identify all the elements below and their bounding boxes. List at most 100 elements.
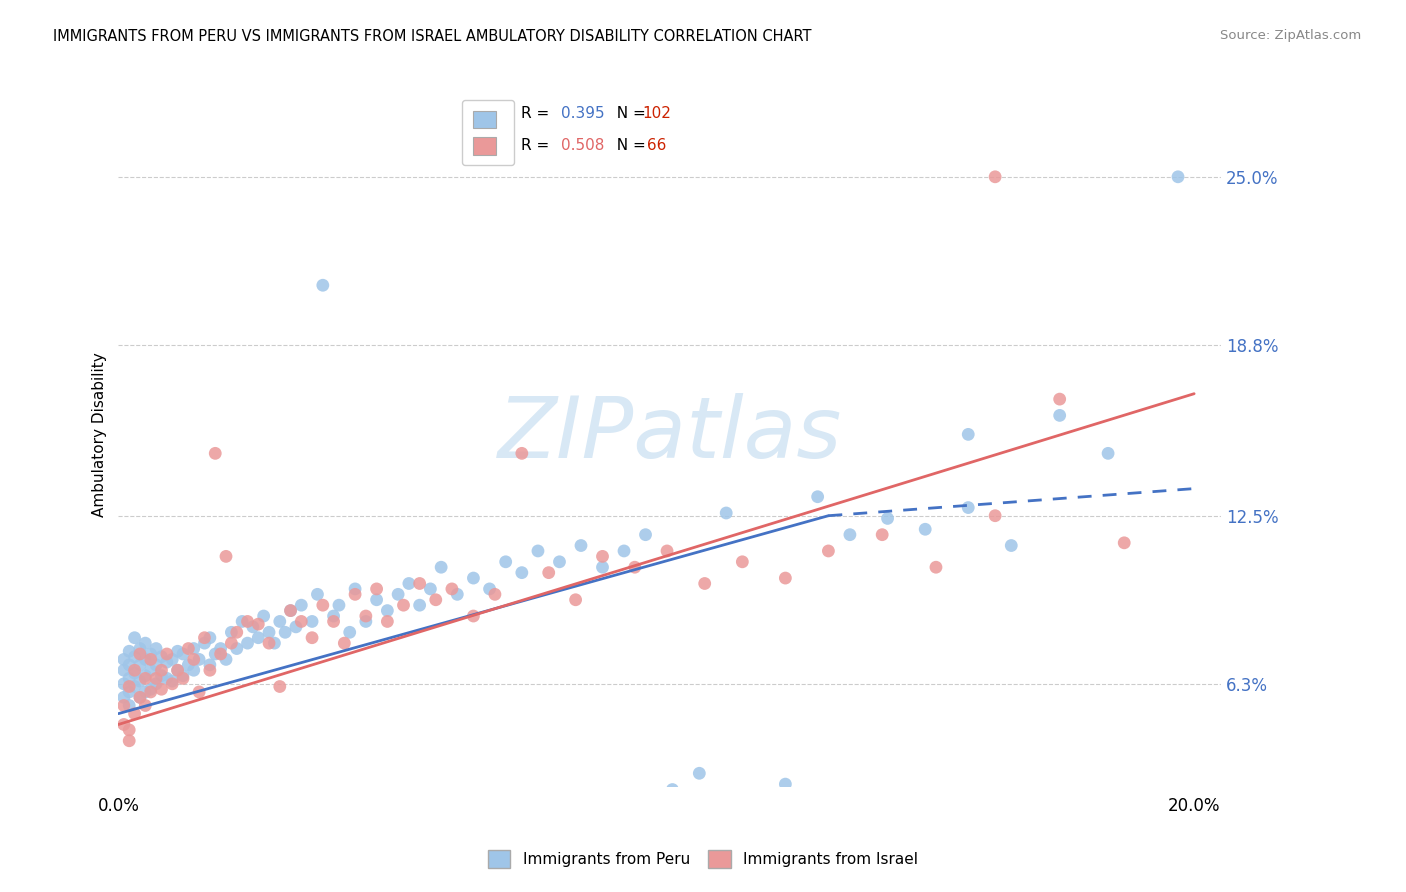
Point (166, 644, 188, 658)
Point (124, 663, 146, 677)
Point (564, 592, 586, 607)
Point (527, 544, 550, 558)
Point (242, 620, 264, 634)
Point (139, 663, 162, 677)
Point (269, 615, 291, 629)
Point (204, 647, 226, 661)
Point (592, 560, 614, 574)
Point (177, 641, 200, 656)
Point (236, 615, 259, 629)
Point (193, 631, 215, 645)
Point (160, 677, 183, 691)
Point (124, 631, 146, 645)
Text: Source: ZipAtlas.com: Source: ZipAtlas.com (1220, 29, 1361, 42)
Point (124, 680, 146, 694)
Point (1000, 539, 1022, 553)
Point (112, 698, 135, 713)
Point (139, 647, 162, 661)
Point (166, 663, 188, 677)
Point (478, 582, 501, 596)
Point (742, 788, 765, 802)
Point (623, 560, 645, 574)
Point (290, 615, 312, 629)
Point (221, 625, 243, 640)
Point (129, 690, 152, 705)
Point (145, 677, 167, 691)
Point (984, 169, 1007, 184)
Point (209, 641, 232, 656)
Point (150, 682, 173, 697)
Point (419, 582, 441, 596)
Point (198, 663, 221, 677)
Point (301, 615, 323, 629)
Point (613, 544, 636, 558)
Point (655, 544, 678, 558)
Point (408, 576, 430, 591)
Point (387, 587, 409, 601)
Point (322, 615, 344, 629)
Point (870, 527, 893, 541)
Point (344, 587, 367, 601)
Point (150, 649, 173, 664)
Point (118, 723, 141, 737)
Point (274, 625, 297, 640)
Point (1167, 169, 1189, 184)
Point (957, 500, 980, 515)
Point (156, 647, 179, 661)
Point (1114, 536, 1136, 550)
Point (775, 571, 797, 585)
Point (495, 555, 517, 569)
Point (215, 652, 238, 666)
Point (914, 522, 936, 536)
Point (716, 506, 738, 520)
Point (366, 582, 388, 596)
Text: 0.508: 0.508 (561, 138, 605, 153)
Text: ZIPatlas: ZIPatlas (498, 392, 842, 475)
Point (160, 652, 183, 666)
Point (876, 511, 898, 525)
Point (172, 672, 194, 686)
Point (139, 685, 162, 699)
Point (156, 672, 179, 686)
Point (172, 668, 194, 682)
Point (134, 668, 156, 682)
Point (446, 587, 468, 601)
Point (145, 672, 167, 686)
Point (172, 647, 194, 661)
Point (118, 680, 141, 694)
Text: IMMIGRANTS FROM PERU VS IMMIGRANTS FROM ISRAEL AMBULATORY DISABILITY CORRELATION: IMMIGRANTS FROM PERU VS IMMIGRANTS FROM … (53, 29, 811, 44)
Point (112, 717, 135, 731)
Text: 66: 66 (643, 138, 666, 153)
Point (392, 598, 415, 612)
Point (280, 604, 302, 618)
Point (134, 672, 156, 686)
Point (134, 685, 156, 699)
Point (339, 625, 361, 640)
Point (112, 652, 135, 666)
Point (312, 278, 335, 293)
Point (183, 663, 205, 677)
Point (425, 592, 447, 607)
Point (307, 587, 329, 601)
Point (377, 604, 399, 618)
Point (247, 631, 270, 645)
Point (661, 782, 683, 797)
Point (236, 636, 259, 650)
Point (510, 446, 533, 460)
Point (134, 636, 156, 650)
Point (247, 617, 270, 632)
Point (398, 576, 420, 591)
Point (112, 677, 135, 691)
Point (204, 446, 226, 460)
Point (188, 685, 211, 699)
Point (366, 592, 388, 607)
Point (354, 609, 377, 624)
Point (592, 549, 614, 564)
Point (312, 598, 335, 612)
Point (150, 668, 173, 682)
Point (333, 636, 356, 650)
Point (124, 706, 146, 721)
Point (984, 508, 1007, 523)
Point (166, 663, 188, 677)
Point (215, 549, 238, 564)
